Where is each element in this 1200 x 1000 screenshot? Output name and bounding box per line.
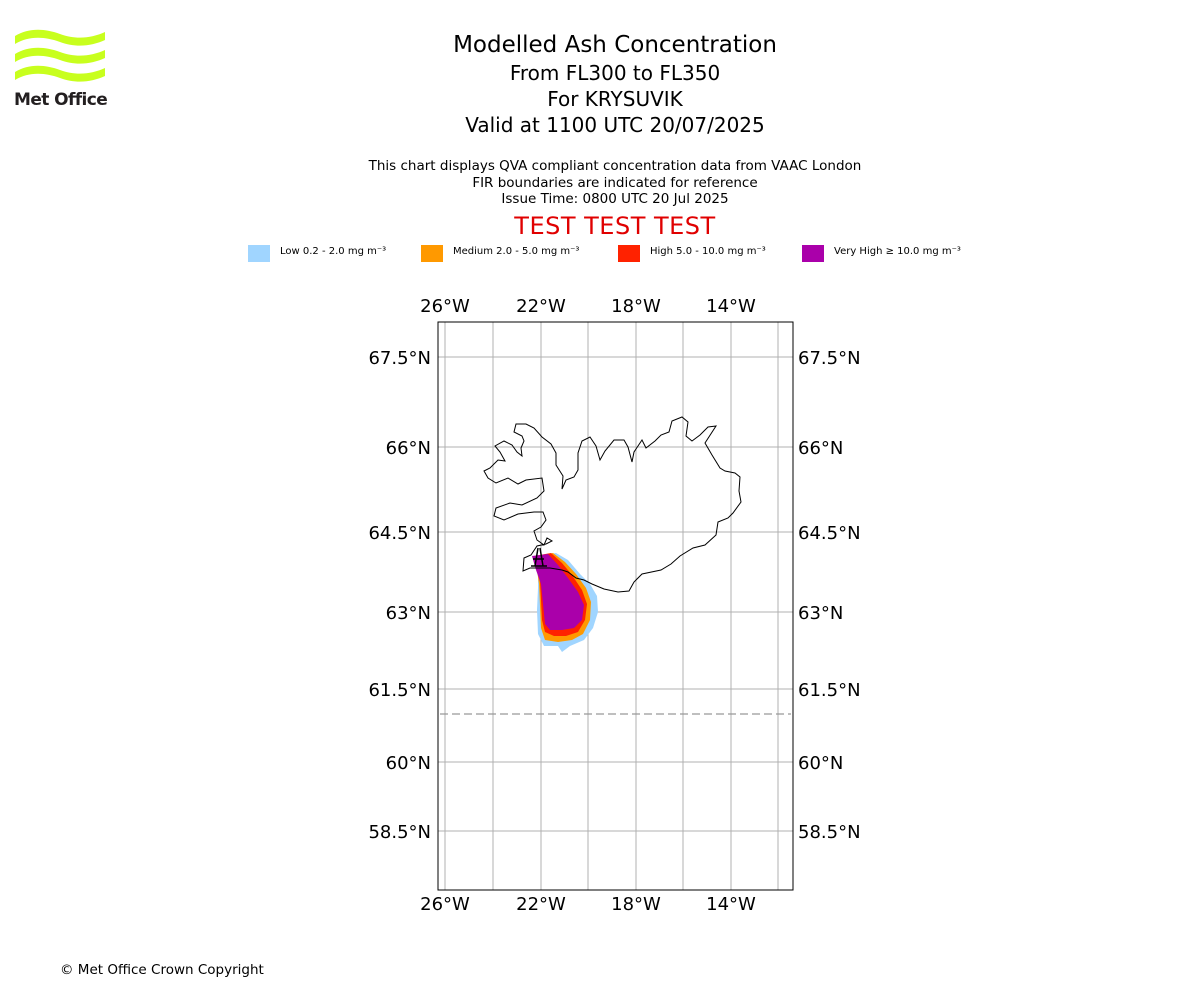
note-line-3: Issue Time: 0800 UTC 20 Jul 2025 bbox=[501, 191, 729, 207]
lon-label: 22°W bbox=[516, 894, 566, 915]
lat-label: 64.5°N bbox=[368, 523, 431, 544]
lat-label: 60°N bbox=[386, 753, 431, 774]
legend-swatch-high bbox=[618, 245, 640, 262]
lon-label: 14°W bbox=[706, 296, 756, 317]
logo-wave-icon bbox=[15, 29, 105, 82]
chart-titles: Modelled Ash Concentration From FL300 to… bbox=[315, 30, 915, 138]
lat-label: 61.5°N bbox=[798, 680, 861, 701]
lat-label: 60°N bbox=[798, 753, 843, 774]
note-line-1: This chart displays QVA compliant concen… bbox=[368, 158, 862, 174]
chart-title: Modelled Ash Concentration bbox=[453, 32, 777, 58]
flight-levels: From FL300 to FL350 bbox=[509, 61, 721, 85]
legend-label-high: High 5.0 - 10.0 mg m⁻³ bbox=[650, 246, 766, 257]
chart-notes: This chart displays QVA compliant concen… bbox=[315, 158, 915, 208]
lat-label: 67.5°N bbox=[368, 348, 431, 369]
met-office-logo: Met Office bbox=[14, 28, 110, 112]
logo-text: Met Office bbox=[14, 90, 108, 110]
lon-label: 26°W bbox=[420, 296, 470, 317]
test-banner: TEST TEST TEST bbox=[514, 212, 716, 240]
valid-time: Valid at 1100 UTC 20/07/2025 bbox=[465, 113, 765, 137]
lon-label: 18°W bbox=[611, 894, 661, 915]
note-line-2: FIR boundaries are indicated for referen… bbox=[472, 174, 758, 191]
lat-label: 66°N bbox=[798, 438, 843, 459]
legend-label-very-high: Very High ≥ 10.0 mg m⁻³ bbox=[834, 246, 961, 257]
lon-labels-top: 26°W 22°W 18°W 14°W bbox=[420, 296, 756, 317]
legend-swatch-medium bbox=[421, 245, 443, 262]
lon-label: 14°W bbox=[706, 894, 756, 915]
legend-label-low: Low 0.2 - 2.0 mg m⁻³ bbox=[280, 246, 387, 257]
lat-label: 63°N bbox=[386, 603, 431, 624]
ash-area-very-high bbox=[532, 554, 584, 630]
lat-label: 58.5°N bbox=[368, 822, 431, 843]
legend-swatch-very-high bbox=[802, 245, 824, 262]
legend-label-medium: Medium 2.0 - 5.0 mg m⁻³ bbox=[453, 246, 580, 257]
lon-label: 22°W bbox=[516, 296, 566, 317]
ash-plume bbox=[532, 553, 598, 652]
legend-swatch-low bbox=[248, 245, 270, 262]
lon-labels-bottom: 26°W 22°W 18°W 14°W bbox=[420, 894, 756, 915]
copyright-notice: © Met Office Crown Copyright bbox=[60, 962, 264, 978]
lat-label: 61.5°N bbox=[368, 680, 431, 701]
volcano-name: For KRYSUVIK bbox=[547, 87, 683, 111]
lat-label: 64.5°N bbox=[798, 523, 861, 544]
lat-labels-left: 67.5°N 66°N 64.5°N 63°N 61.5°N 60°N 58.5… bbox=[368, 348, 431, 843]
iceland-coastline bbox=[483, 416, 742, 593]
map-frame bbox=[437, 321, 794, 891]
lat-label: 67.5°N bbox=[798, 348, 861, 369]
lon-label: 18°W bbox=[611, 296, 661, 317]
lat-label: 63°N bbox=[798, 603, 843, 624]
lon-label: 26°W bbox=[420, 894, 470, 915]
lat-label: 66°N bbox=[386, 438, 431, 459]
lat-label: 58.5°N bbox=[798, 822, 861, 843]
lat-labels-right: 67.5°N 66°N 64.5°N 63°N 61.5°N 60°N 58.5… bbox=[798, 348, 861, 843]
volcano-marker-icon bbox=[531, 547, 547, 567]
map-gridlines bbox=[438, 322, 793, 890]
